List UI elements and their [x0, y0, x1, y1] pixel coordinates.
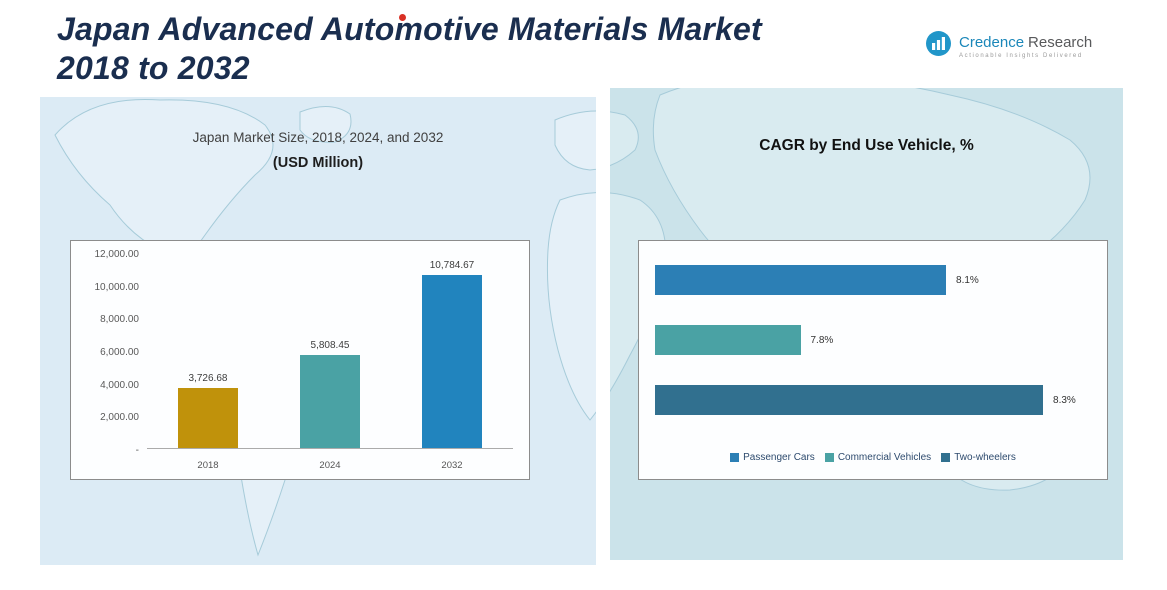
logo-bar-chart-icon [925, 30, 952, 62]
bar-2024 [300, 354, 360, 448]
x-tick-2018: 2018 [197, 460, 219, 471]
logo-brand-word2: Research [1028, 33, 1093, 51]
legend-label: Commercial Vehicles [837, 452, 932, 463]
red-dot-accent [399, 14, 406, 21]
x-axis-tick-labels: 2018 2024 2032 [147, 460, 513, 471]
legend-swatch-passenger-cars [730, 453, 740, 462]
credence-research-logo: Credence Research Actionable Insights Del… [925, 30, 1092, 62]
bar-column-2032: 10,784.67 [422, 255, 482, 448]
bar-passenger-cars [655, 265, 947, 295]
page-title-line2: 2018 to 2032 [57, 50, 250, 86]
chart-legend: Passenger Cars Commercial Vehicles Two-w… [639, 452, 1107, 463]
logo-tagline: Actionable Insights Delivered [959, 52, 1083, 59]
y-tick: 8,000.00 [100, 314, 139, 326]
y-tick: 10,000.00 [94, 281, 140, 293]
bar-plot-area: 3,726.68 5,808.45 10,784.67 [147, 255, 513, 449]
market-size-chart-title: Japan Market Size, 2018, 2024, and 2032 [192, 130, 444, 145]
y-axis-tick-labels: 12,000.00 10,000.00 8,000.00 6,000.00 4,… [81, 249, 140, 456]
page-title-line1: Japan Advanced Automotive Materials Mark… [57, 11, 762, 47]
y-tick: - [135, 444, 139, 456]
legend-item-passenger-cars: Passenger Cars [730, 452, 815, 463]
logo-brand-word1: Credence [959, 33, 1025, 51]
y-tick: 2,000.00 [100, 412, 139, 424]
legend-label: Passenger Cars [743, 452, 815, 463]
page-title: Japan Advanced Automotive Materials Mark… [57, 10, 762, 88]
cagr-chart: 8.1% 7.8% 8.3% Passenger Cars Commercial… [638, 240, 1108, 480]
bar-row-commercial-vehicles: 7.8% [655, 325, 1091, 355]
x-tick-2032: 2032 [441, 460, 463, 471]
bar-value-label: 10,784.67 [429, 259, 475, 271]
logo-text: Credence Research Actionable Insights Del… [959, 34, 1092, 59]
x-tick-2024: 2024 [319, 460, 341, 471]
cagr-panel: CAGR by End Use Vehicle, % 8.1% 7.8% 8.3… [610, 88, 1123, 560]
legend-swatch-commercial-vehicles [824, 453, 834, 462]
cagr-chart-title: CAGR by End Use Vehicle, % [759, 137, 974, 154]
bar-value-label: 5,808.45 [310, 339, 350, 351]
bar-two-wheelers [655, 385, 1044, 415]
bar-commercial-vehicles [655, 325, 801, 355]
y-tick: 4,000.00 [100, 379, 139, 391]
bar-2032 [422, 274, 482, 448]
bar-row-two-wheelers: 8.3% [655, 385, 1091, 415]
legend-swatch-two-wheelers [941, 453, 951, 462]
y-tick: 6,000.00 [100, 346, 139, 358]
bar-2018 [178, 388, 238, 448]
legend-item-commercial-vehicles: Commercial Vehicles [824, 452, 932, 463]
y-tick: 12,000.00 [94, 249, 140, 260]
legend-item-two-wheelers: Two-wheelers [941, 452, 1016, 463]
bar-value-label: 3,726.68 [188, 373, 228, 385]
bar-value-label: 8.1% [956, 274, 979, 286]
bar-value-label: 7.8% [810, 334, 834, 346]
market-size-chart: 12,000.00 10,000.00 8,000.00 6,000.00 4,… [70, 240, 530, 480]
market-size-panel: Japan Market Size, 2018, 2024, and 2032 … [40, 97, 596, 565]
bar-column-2024: 5,808.45 [300, 255, 360, 448]
bar-value-label: 8.3% [1053, 394, 1076, 406]
logo-brand-name: Credence Research [959, 34, 1092, 51]
bar-column-2018: 3,726.68 [178, 255, 238, 448]
bar-row-passenger-cars: 8.1% [655, 265, 1091, 295]
market-size-chart-subtitle: (USD Million) [272, 155, 364, 171]
legend-label: Two-wheelers [954, 452, 1016, 463]
